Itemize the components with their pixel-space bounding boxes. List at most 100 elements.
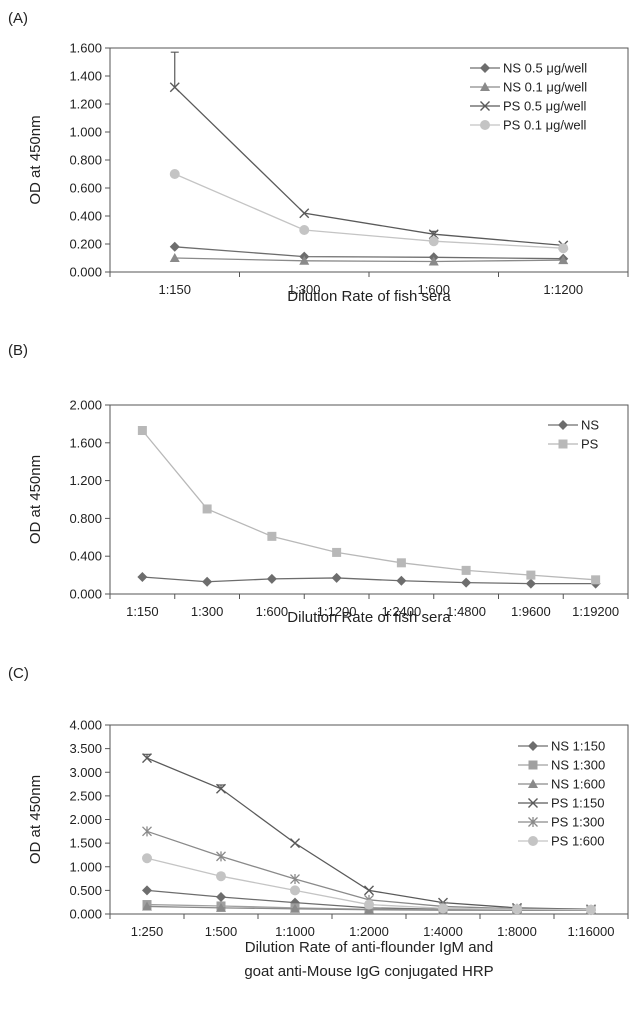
panel-c-series-line <box>146 757 592 910</box>
panel-a-data-point <box>558 255 569 265</box>
panel-c-legend-entry: PS 1:300 <box>518 815 605 830</box>
panel-c-data-point <box>438 903 448 914</box>
panel-c-legend-marker <box>528 779 538 788</box>
panel-a-y-tick-label: 1.600 <box>69 41 102 56</box>
panel-b-data-point <box>591 575 601 585</box>
panel-c-data-point <box>290 885 300 896</box>
panel-a-data-point <box>299 208 310 219</box>
panel-c-legend-label: PS 1:150 <box>551 796 605 811</box>
panel-a-data-point <box>169 169 180 179</box>
panel-a-y-tick-label: 0.600 <box>69 181 102 196</box>
panel-c-legend-label: NS 1:600 <box>551 777 605 792</box>
panel-a-series-4 <box>169 169 569 254</box>
panel-a-legend-entry: NS 0.5 μg/well <box>470 61 587 76</box>
panel-a-legend-label: PS 0.5 μg/well <box>503 99 586 114</box>
panel-b-y-tick-label: 0.400 <box>69 549 102 564</box>
panel-b-label: (B) <box>8 342 28 359</box>
panel-c-y-tick-label: 3.000 <box>69 765 102 780</box>
panel-c-legend-entry: NS 1:300 <box>518 758 605 773</box>
panel-a-y-tick-label: 0.000 <box>69 265 102 280</box>
panel-a-x-tick-label: 1:300 <box>288 282 321 297</box>
panel-c-x-tick-label: 1:4000 <box>423 924 463 939</box>
panel-b-plot-frame <box>109 404 629 595</box>
panel-b-x-tick-label: 1:150 <box>126 604 159 619</box>
panel-b-series-line <box>142 576 596 585</box>
panel-c-y-tick-label: 0.000 <box>69 907 102 922</box>
panel-c-y-tick-label: 0.500 <box>69 883 102 898</box>
panel-a-legend-entry: PS 0.1 μg/well <box>470 118 586 133</box>
panel-c-data-point <box>142 885 152 896</box>
panel-c-data-point <box>216 871 226 882</box>
panel-a-data-point <box>299 225 310 235</box>
panel-a-data-point <box>428 236 439 247</box>
panel-b-x-axis-label: Dilution Rate of fish sera <box>287 609 451 626</box>
panel-c-legend-marker <box>528 798 538 808</box>
panel-c-x-tick-label: 1:8000 <box>497 924 537 939</box>
panel-a-y-axis-label: OD at 450nm <box>27 115 44 204</box>
panel-c-data-point <box>216 783 226 794</box>
panel-c-data-point <box>290 838 300 849</box>
panel-c-x-axis-label: goat anti-Mouse IgG conjugated HRP <box>244 963 493 980</box>
panel-c-data-point <box>364 885 374 896</box>
panel-a-data-point <box>169 241 180 252</box>
panel-a-legend-label: NS 0.5 μg/well <box>503 61 587 76</box>
panel-b-data-point <box>137 571 148 582</box>
panel-b-data-point <box>267 531 277 541</box>
panel-c-data-point <box>216 891 226 902</box>
panel-c-legend-marker <box>528 836 538 846</box>
panel-c-x-tick-label: 1:250 <box>131 924 164 939</box>
panel-c-data-point <box>216 851 226 862</box>
panel-a-legend-entry: PS 0.5 μg/well <box>470 99 586 114</box>
panel-a: (A) 0.000 0.200 0.400 0.600 0.800 1.000 1.200 1.… <box>8 10 629 305</box>
panel-a-y-tick-label: 0.400 <box>69 209 102 224</box>
panel-b-y-tick-label: 1.600 <box>69 435 102 450</box>
panel-c-x-tick-label: 1:1000 <box>275 924 315 939</box>
panel-c-data-point <box>142 753 152 764</box>
panel-c-data-point <box>142 901 152 911</box>
panel-a-legend-marker <box>480 63 490 73</box>
panel-b-data-point <box>137 426 147 436</box>
panel-b-y-tick-label: 1.200 <box>69 473 102 488</box>
panel-c-legend-marker <box>528 741 538 751</box>
panel-c-y-tick-label: 3.500 <box>69 741 102 756</box>
panel-a-y-tick-label: 1.400 <box>69 69 102 84</box>
panel-b-x-tick-label: 1:600 <box>256 604 289 619</box>
panel-c-data-point <box>364 899 374 910</box>
panel-a-data-point <box>169 253 180 262</box>
panel-b-data-point <box>525 578 536 589</box>
panel-a-y-tick-label: 1.200 <box>69 97 102 112</box>
panel-b-data-point <box>332 547 342 557</box>
panel-a-data-point <box>558 243 569 254</box>
panel-b-series-1 <box>137 571 601 589</box>
panel-b-y-tick-label: 2.000 <box>69 398 102 413</box>
panel-a-x-axis-label: Dilution Rate of fish sera <box>287 288 451 305</box>
panel-b-legend-label: PS <box>581 437 599 452</box>
panel-a-series-line <box>174 246 564 260</box>
panel-b-data-point <box>396 558 406 568</box>
panel-a-y-tick-label: 0.800 <box>69 153 102 168</box>
panel-c-data-point <box>142 826 152 837</box>
panel-a-series-2 <box>169 253 569 266</box>
panel-b-y-axis-label: OD at 450nm <box>27 455 44 544</box>
panel-c-y-tick-label: 4.000 <box>69 718 102 733</box>
panel-c-legend-label: PS 1:600 <box>551 834 605 849</box>
panel-a-y-tick-label: 1.000 <box>69 125 102 140</box>
panel-a-legend-entry: NS 0.1 μg/well <box>470 80 587 95</box>
panel-c-y-tick-label: 2.000 <box>69 812 102 827</box>
panel-c-label: (C) <box>8 665 29 682</box>
panel-c-y-tick-label: 2.500 <box>69 788 102 803</box>
panel-a-error-bar <box>170 51 179 88</box>
panel-c-legend-entry: PS 1:150 <box>518 796 605 811</box>
panel-a-legend-label: NS 0.1 μg/well <box>503 80 587 95</box>
panel-a-legend-marker <box>480 120 490 130</box>
panel-a-y-tick-label: 0.200 <box>69 237 102 252</box>
panel-a-series-line <box>174 86 564 247</box>
panel-b-data-point <box>461 565 471 575</box>
panel-b-legend-marker <box>558 439 568 449</box>
panel-c-data-point <box>216 902 226 912</box>
panel-a-data-point <box>169 82 180 93</box>
panel-c-data-point <box>142 853 152 864</box>
panel-c-legend-entry: NS 1:150 <box>518 739 605 754</box>
panel-b-data-point <box>396 575 407 586</box>
